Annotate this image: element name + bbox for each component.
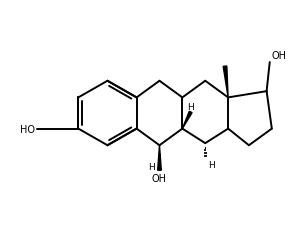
Text: H: H: [148, 162, 155, 171]
Polygon shape: [182, 112, 192, 129]
Polygon shape: [223, 67, 228, 98]
Text: H: H: [208, 160, 215, 169]
Text: OH: OH: [272, 51, 287, 61]
Text: H: H: [187, 102, 194, 111]
Text: HO: HO: [20, 124, 35, 134]
Polygon shape: [158, 146, 161, 170]
Text: OH: OH: [152, 174, 167, 183]
